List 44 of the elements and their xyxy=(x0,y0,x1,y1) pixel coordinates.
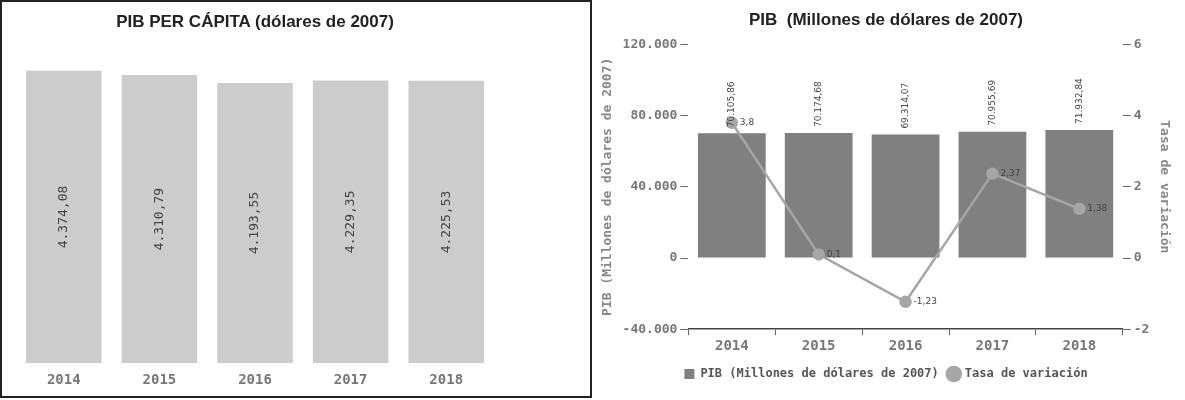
y2-tick-label: 4 xyxy=(1133,106,1142,122)
x-tick-label: 2016 xyxy=(238,371,272,388)
data-label: 4.310,79 xyxy=(150,187,166,251)
data-label: 3,8 xyxy=(739,117,755,128)
data-label: 4.193,55 xyxy=(246,191,262,255)
y2-tick-label: -2 xyxy=(1133,320,1150,336)
point xyxy=(899,295,912,309)
x-tick-label: 2017 xyxy=(975,337,1010,354)
point xyxy=(812,248,825,261)
x-tick-label: 2016 xyxy=(888,337,923,354)
point xyxy=(986,167,999,180)
data-label: 2,37 xyxy=(1000,167,1021,178)
y-tick-label: 0 xyxy=(669,249,678,265)
data-label: 69.314,07 xyxy=(899,82,910,129)
data-label: 4.229,35 xyxy=(341,190,357,254)
y-tick-label: 40.000 xyxy=(630,178,678,194)
data-label: 1,38 xyxy=(1087,203,1108,214)
data-label: 71.932,84 xyxy=(1073,77,1084,124)
x-tick-label: 2017 xyxy=(333,371,368,388)
y-axis-title: PIB (Millones de dólares de 2007) xyxy=(599,57,615,316)
x-tick-label: 2015 xyxy=(801,337,836,354)
legend-label: Tasa de variación xyxy=(964,366,1088,381)
data-label: 70.174,68 xyxy=(813,81,824,128)
y2-axis-title: Tasa de variación xyxy=(1157,120,1173,254)
x-tick-label: 2018 xyxy=(1062,337,1097,354)
legend-label: PIB (Millones de dólares de 2007) xyxy=(700,366,939,381)
y2-tick-label: 2 xyxy=(1133,178,1142,194)
data-label: 4.374,08 xyxy=(55,185,71,249)
data-label: 70.105,86 xyxy=(726,81,737,128)
data-label: 4.225,53 xyxy=(437,190,453,254)
data-label: -1,23 xyxy=(913,296,937,307)
x-tick-label: 2015 xyxy=(142,371,177,388)
x-tick-label: 2014 xyxy=(46,371,81,388)
point xyxy=(1073,202,1086,216)
y2-tick-label: 6 xyxy=(1133,35,1142,51)
y-tick-label: 120.000 xyxy=(622,35,678,51)
x-tick-label: 2014 xyxy=(714,337,749,354)
y-tick-label: -40.000 xyxy=(622,320,678,336)
y2-tick-label: 0 xyxy=(1133,249,1142,265)
data-label: 70.955,69 xyxy=(986,79,997,126)
chart-title: PIB PER CÁPITA (dólares de 2007) xyxy=(116,11,394,31)
y-tick-label: 80.000 xyxy=(630,106,678,122)
chart-title: PIB (Millones de dólares de 2007) xyxy=(749,9,1023,29)
x-tick-label: 2018 xyxy=(429,371,464,388)
